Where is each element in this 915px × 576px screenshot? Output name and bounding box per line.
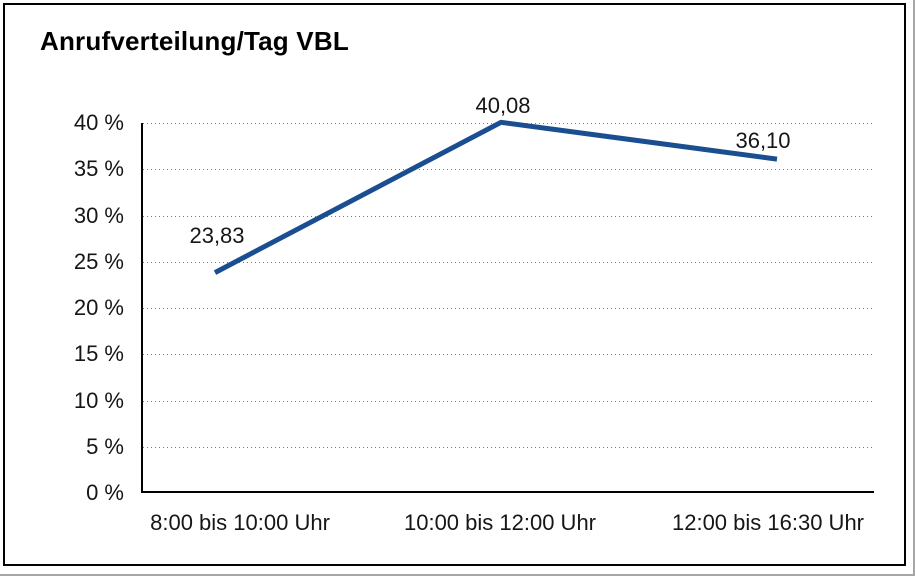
y-axis-tick-label: 10 %	[73, 388, 124, 413]
gridline	[143, 169, 872, 170]
chart-frame	[3, 3, 906, 566]
y-axis-tick-label: 30 %	[73, 203, 124, 228]
data-point-label: 23,83	[189, 223, 245, 248]
gridline	[143, 447, 872, 448]
y-axis-tick-label: 15 %	[73, 341, 124, 366]
plot-area	[141, 123, 874, 493]
y-axis-tick-label: 35 %	[73, 156, 124, 181]
x-axis-tick-label: 12:00 bis 16:30 Uhr	[671, 510, 865, 535]
gridline	[143, 354, 872, 355]
y-axis-tick-label: 40 %	[73, 110, 124, 135]
y-axis-tick-label: 5 %	[86, 434, 124, 459]
y-axis-tick-label: 0 %	[86, 480, 124, 505]
data-point-label: 36,10	[735, 128, 791, 153]
gridline	[143, 123, 872, 124]
data-point-label: 40,08	[475, 93, 531, 118]
gridline	[143, 262, 872, 263]
gridline	[143, 401, 872, 402]
x-axis-tick-label: 8:00 bis 10:00 Uhr	[150, 510, 330, 535]
y-axis-tick-label: 25 %	[73, 249, 124, 274]
gridline	[143, 308, 872, 309]
y-axis-tick-label: 20 %	[73, 295, 124, 320]
x-axis-tick-label: 10:00 bis 12:00 Uhr	[403, 510, 597, 535]
gridline	[143, 216, 872, 217]
chart-title: Anrufverteilung/Tag VBL	[40, 26, 349, 56]
